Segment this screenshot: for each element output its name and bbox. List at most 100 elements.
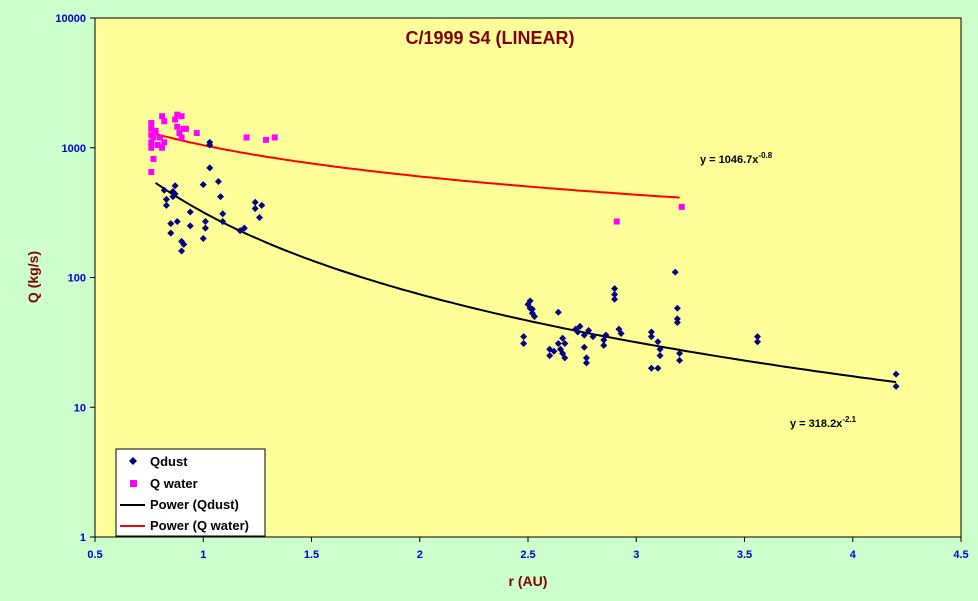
dust-point — [574, 328, 582, 336]
dust-point — [171, 182, 179, 190]
water-point — [148, 144, 155, 151]
water-point — [243, 134, 250, 141]
dust-point — [546, 352, 554, 360]
dust-point — [219, 210, 227, 218]
water-point — [182, 125, 189, 132]
x-tick-label: 4.5 — [953, 549, 968, 561]
water-point — [148, 120, 155, 127]
dust-point — [582, 354, 590, 362]
legend-water-trend-label: Power (Q water) — [150, 518, 249, 533]
dust-point — [251, 205, 259, 213]
water-point — [161, 118, 168, 125]
x-tick-label: 1 — [200, 549, 206, 561]
x-tick-label: 2 — [417, 549, 423, 561]
dust-point — [617, 330, 625, 338]
water-point — [174, 111, 181, 118]
x-tick-label: 4 — [850, 549, 857, 561]
water-point — [148, 125, 155, 132]
water-point — [156, 134, 163, 141]
dust-point — [600, 341, 608, 349]
dust-point — [559, 334, 567, 342]
water-point — [159, 113, 166, 120]
legend-dust-label: Qdust — [150, 454, 188, 469]
dust-point — [656, 345, 664, 353]
dust-point — [550, 347, 558, 355]
water-point — [150, 134, 157, 141]
chart-title: C/1999 S4 (LINEAR) — [405, 28, 574, 48]
legend-dust-marker — [129, 457, 137, 465]
water-point — [271, 134, 278, 141]
water-point — [176, 129, 183, 136]
dust-point — [520, 339, 528, 347]
dust-point — [199, 234, 207, 242]
dust-point — [199, 181, 207, 189]
x-tick-label: 2.5 — [520, 549, 535, 561]
dust-point — [600, 336, 608, 344]
y-axis: 1 10 100 1000 10000 — [55, 13, 95, 544]
dust-point — [214, 177, 222, 185]
dust-point — [178, 247, 186, 255]
y-tick-label: 100 — [68, 273, 86, 285]
water-point — [154, 142, 161, 149]
dust-point — [160, 186, 168, 194]
dust-point — [526, 297, 534, 305]
dust-point — [217, 193, 225, 201]
dust-point — [258, 201, 266, 209]
dust-point — [753, 338, 761, 346]
dust-point — [201, 224, 209, 232]
dust-point — [611, 295, 619, 303]
dust-trend-line — [155, 182, 897, 384]
dust-point — [173, 218, 181, 226]
dust-point — [753, 333, 761, 341]
dust-point — [186, 222, 194, 230]
dust-point — [676, 349, 684, 357]
dust-point — [654, 364, 662, 372]
dust-point — [256, 214, 264, 222]
dust-point — [561, 354, 569, 362]
dust-trend-equation: y = 318.2x-2.1 — [790, 415, 857, 430]
x-axis: 0.5 1 1.5 2 2.5 3 3.5 4 4.5 — [87, 537, 969, 561]
x-tick-label: 3 — [633, 549, 639, 561]
x-tick-label: 0.5 — [87, 549, 102, 561]
dust-point — [647, 364, 655, 372]
dust-point — [561, 339, 569, 347]
dust-point — [180, 240, 188, 248]
dust-point — [206, 138, 214, 146]
water-point — [152, 127, 159, 134]
water-point — [161, 139, 168, 146]
dust-point — [530, 313, 538, 321]
dust-point — [206, 164, 214, 172]
legend-water-marker — [130, 480, 137, 487]
water-point — [150, 155, 157, 162]
dust-point — [251, 198, 259, 206]
water-point — [613, 218, 620, 225]
dust-point — [162, 201, 170, 209]
water-point — [678, 203, 685, 210]
dust-point — [647, 333, 655, 341]
dust-point — [602, 331, 610, 339]
water-point — [193, 129, 200, 136]
dust-point — [554, 308, 562, 316]
water-trend-line — [155, 133, 680, 199]
dust-point — [647, 328, 655, 336]
x-tick-label: 3.5 — [737, 549, 752, 561]
dust-point — [671, 268, 679, 276]
dust-point — [676, 356, 684, 364]
dust-point — [576, 322, 584, 330]
water-equation-exponent: -0.8 — [758, 151, 772, 160]
dust-point — [611, 285, 619, 293]
dust-point — [240, 224, 248, 232]
legend-box — [115, 448, 266, 537]
dust-point — [892, 382, 900, 390]
dust-point — [654, 338, 662, 346]
y-axis-title: Q (kg/s) — [25, 251, 41, 303]
dust-point — [580, 343, 588, 351]
water-point — [174, 123, 181, 130]
water-trend-equation: y = 1046.7x-0.8 — [700, 151, 773, 166]
water-point — [148, 139, 155, 146]
x-axis-title: r (AU) — [509, 573, 548, 589]
water-point — [172, 116, 179, 123]
water-point — [178, 134, 185, 141]
dust-point — [162, 195, 170, 203]
